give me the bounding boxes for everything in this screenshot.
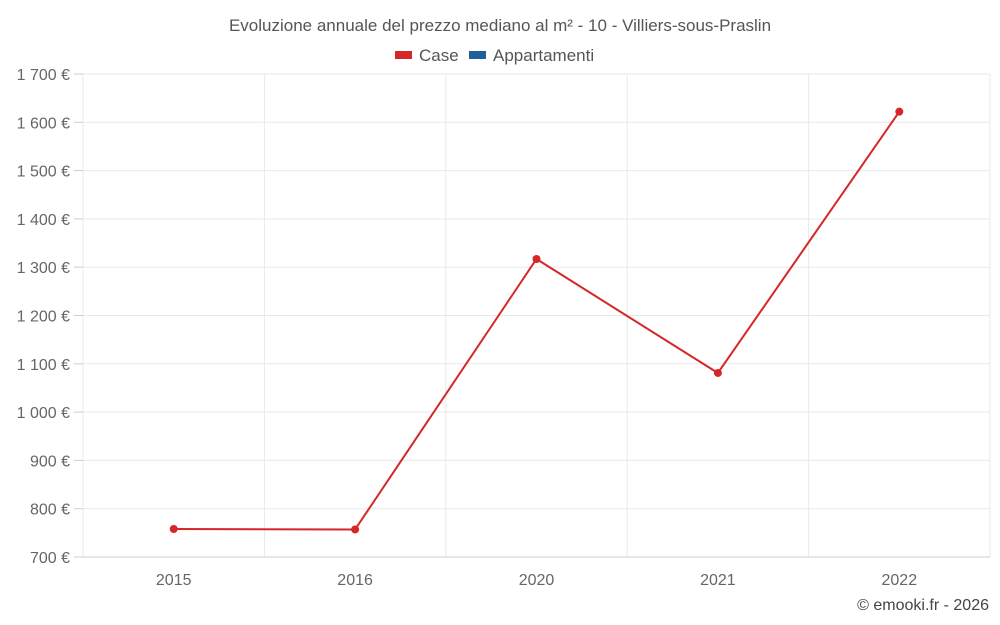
series-case (169, 107, 904, 534)
y-tick-label: 800 € (30, 502, 70, 519)
y-tick-label: 1 100 € (17, 357, 70, 374)
y-axis: 700 € 800 € 900 € 1 000 € 1 100 € 1 200 € 1 30… (17, 67, 83, 567)
x-tick-label: 2021 (700, 572, 736, 589)
y-tick-label: 1 200 € (17, 309, 70, 326)
x-tick-label: 2016 (337, 572, 373, 589)
legend: Case Appartamenti (395, 46, 594, 65)
data-point[interactable] (532, 254, 541, 263)
data-point[interactable] (713, 368, 722, 377)
y-tick-label: 1 400 € (17, 212, 70, 229)
y-tick-label: 1 000 € (17, 405, 70, 422)
y-tick-label: 1 700 € (17, 67, 70, 84)
data-point[interactable] (351, 525, 360, 534)
y-tick-label: 1 300 € (17, 260, 70, 277)
x-tick-label: 2020 (519, 572, 555, 589)
y-tick-label: 700 € (30, 550, 70, 567)
x-tick-label: 2022 (882, 572, 918, 589)
legend-swatch-case (395, 51, 412, 59)
y-tick-label: 1 600 € (17, 115, 70, 132)
data-point[interactable] (895, 107, 904, 116)
legend-label-appartamenti: Appartamenti (493, 46, 594, 65)
legend-swatch-appartamenti (469, 51, 486, 59)
y-tick-label: 900 € (30, 453, 70, 470)
x-axis: 2015 2016 2020 2021 2022 (83, 556, 990, 589)
grid (82, 73, 991, 558)
legend-item-case[interactable]: Case (395, 46, 459, 65)
x-tick-label: 2015 (156, 572, 192, 589)
y-tick-label: 1 500 € (17, 164, 70, 181)
legend-item-appartamenti[interactable]: Appartamenti (469, 46, 594, 65)
series-line-case (173, 111, 901, 531)
credit-text: © emooki.fr - 2026 (857, 597, 989, 614)
chart-title: Evoluzione annuale del prezzo mediano al… (229, 16, 771, 35)
legend-label-case: Case (419, 46, 459, 65)
data-point[interactable] (169, 524, 178, 533)
